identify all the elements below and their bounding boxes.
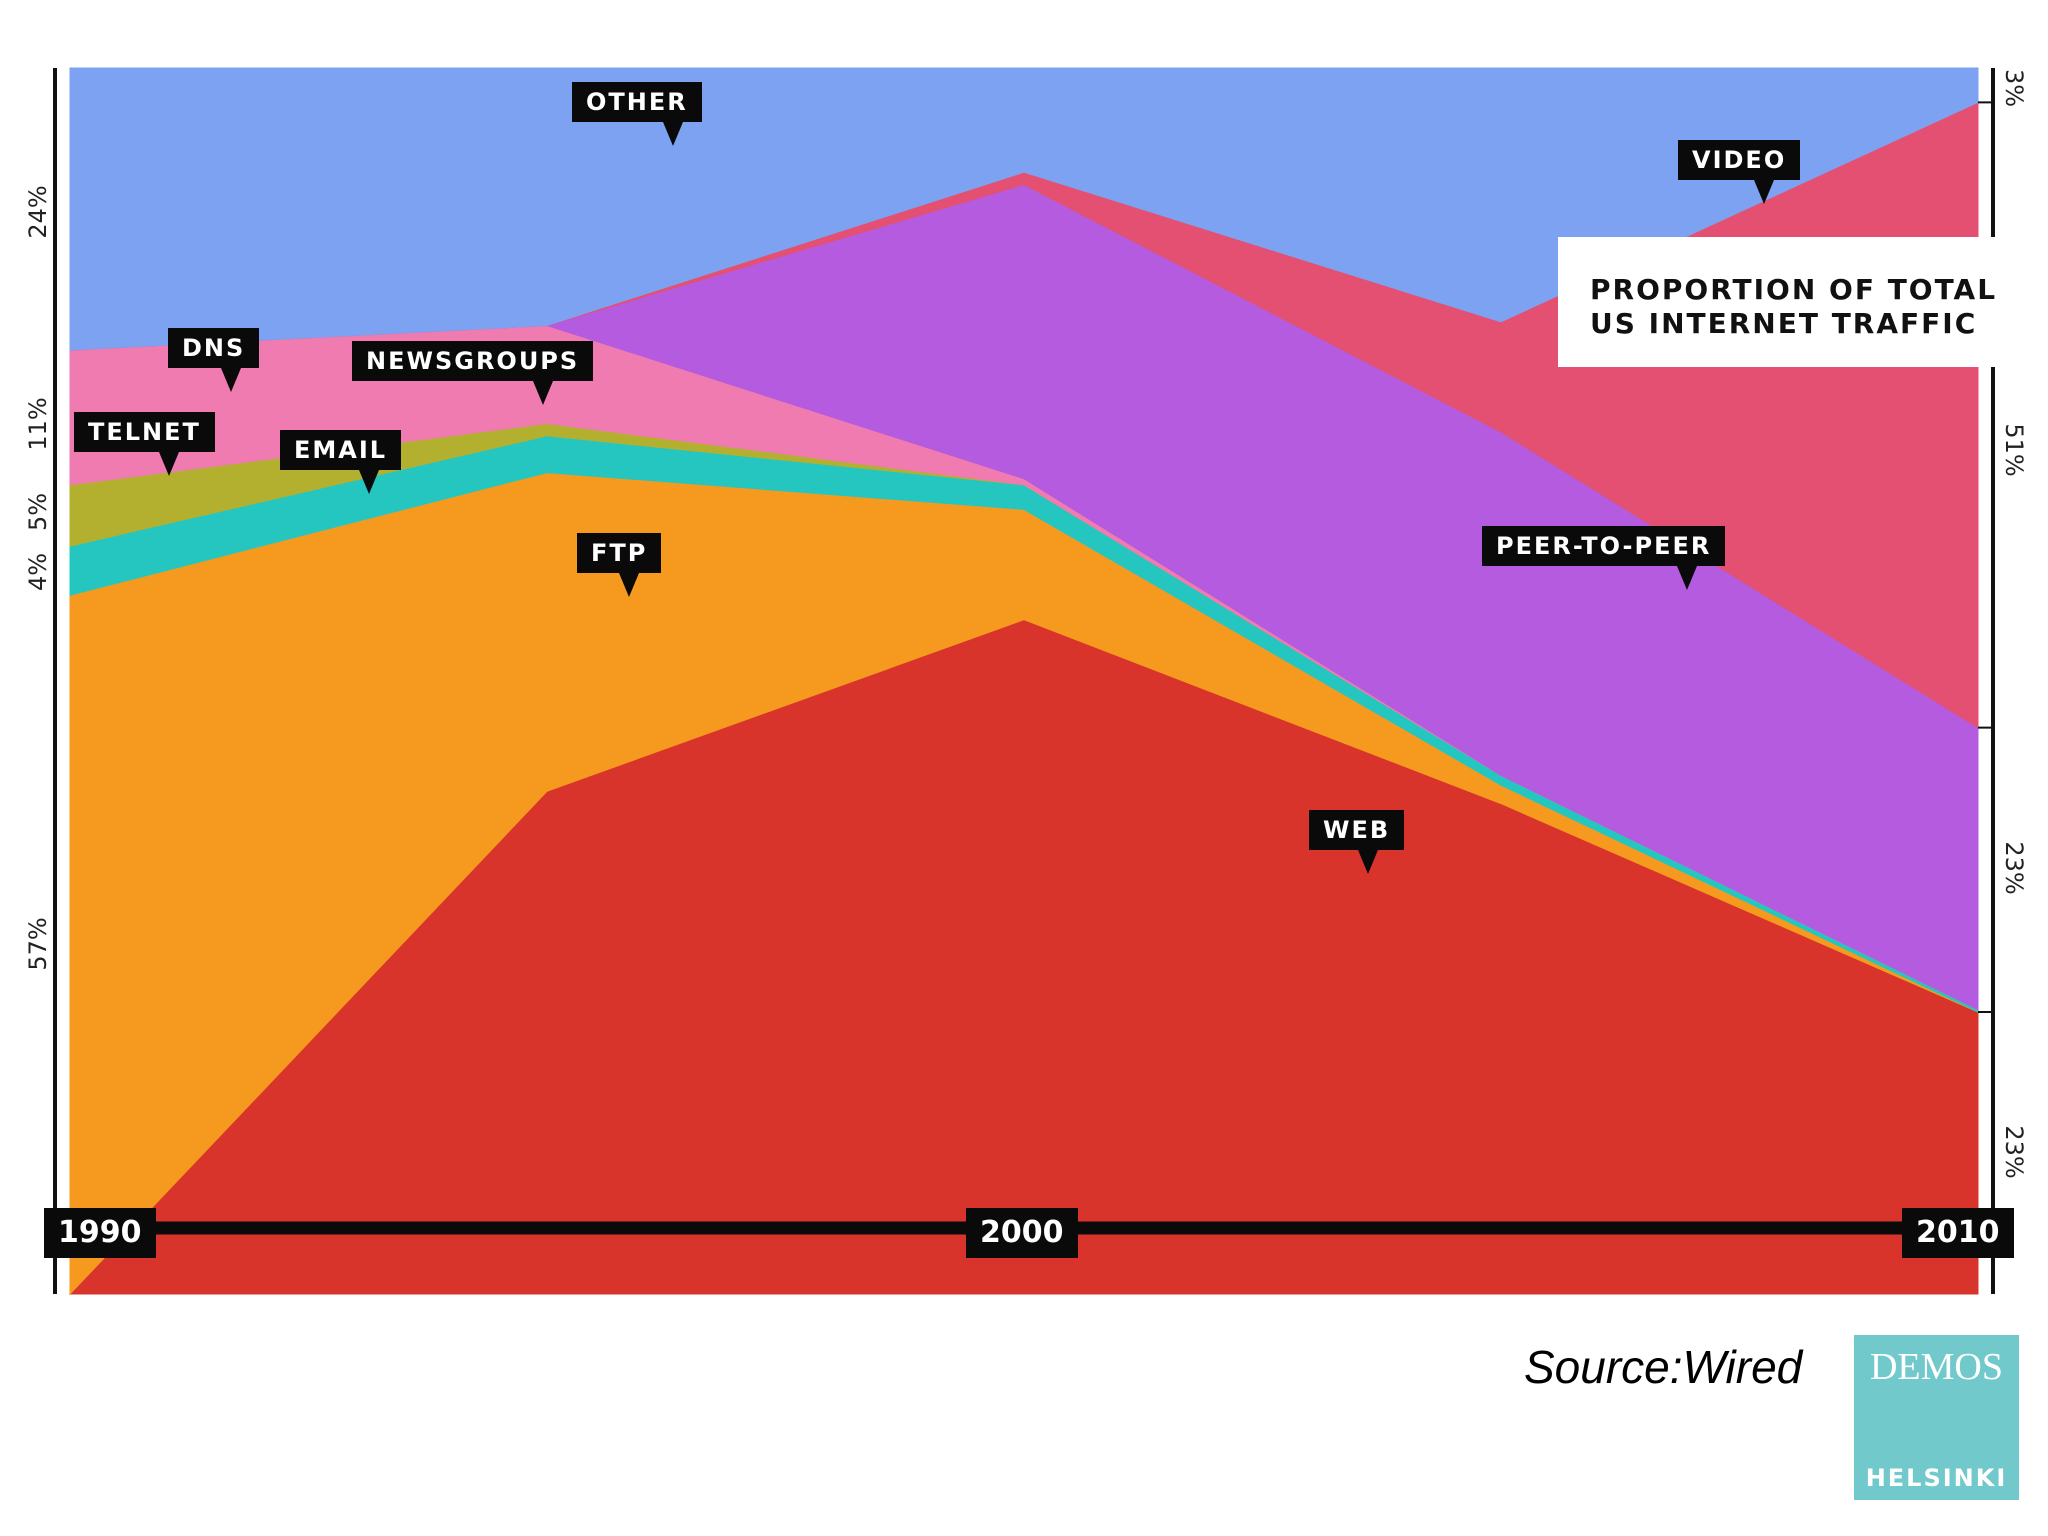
right-axis-label: 23%: [2000, 841, 2028, 895]
right-axis-label: 51%: [2000, 423, 2028, 477]
right-axis-label: 3%: [2000, 68, 2028, 108]
label-other: OTHER: [572, 82, 702, 146]
left-axis-label: 57%: [24, 917, 52, 971]
logo-bottom-text: HELSINKI: [1865, 1464, 2008, 1492]
chart-title-line: US INTERNET TRAFFIC: [1590, 307, 1978, 340]
label-dns: DNS: [168, 328, 260, 392]
label-web: WEB: [1309, 810, 1405, 874]
logo-top-text: DEMOS: [1869, 1346, 2004, 1388]
source-credit: Source:Wired: [1524, 1341, 1803, 1393]
right-axis-ticks: [1978, 101, 1995, 1014]
chart-title: PROPORTION OF TOTAL US INTERNET TRAFFIC: [1558, 237, 1998, 367]
label-peer-to-peer: PEER-TO-PEER: [1482, 526, 1726, 590]
x-tick-label: 1990: [44, 1208, 156, 1258]
left-axis-label: 11%: [24, 397, 52, 451]
left-axis-label: 4%: [24, 552, 52, 592]
right-axis-label: 23%: [2000, 1125, 2028, 1179]
left-axis-label: 5%: [24, 492, 52, 532]
demos-helsinki-logo: DEMOS HELSINKI: [1854, 1335, 2019, 1500]
label-ftp: FTP: [577, 533, 662, 597]
left-axis-label: 24%: [24, 185, 52, 239]
label-video: VIDEO: [1678, 140, 1801, 204]
label-email: EMAIL: [280, 430, 402, 494]
x-tick-label: 2000: [966, 1208, 1078, 1258]
x-tick-label: 2010: [1902, 1208, 2014, 1258]
label-telnet: TELNET: [74, 412, 215, 476]
label-newsgroups: NEWSGROUPS: [352, 341, 594, 405]
chart-title-line: PROPORTION OF TOTAL: [1590, 273, 1998, 306]
area-layers: [68, 67, 1979, 1296]
